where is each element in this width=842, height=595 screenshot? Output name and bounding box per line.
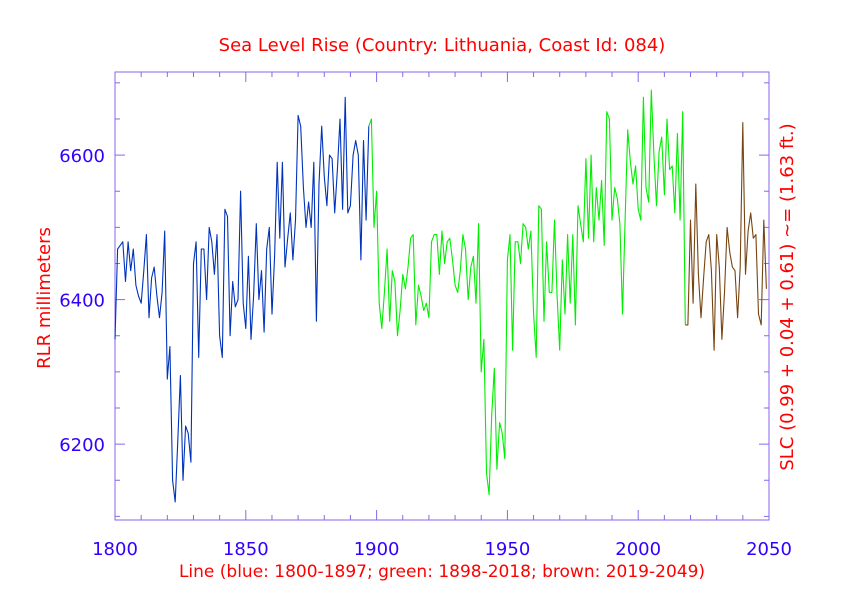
- y-axis-label: RLR millimeters: [34, 227, 55, 369]
- right-axis-label: SLC (0.99 + 0.04 + 0.61) ~= (1.63 ft.): [777, 123, 798, 470]
- series-line-green: [368, 89, 686, 496]
- x-tick-label: 1950: [484, 539, 530, 560]
- x-tick-label: 2000: [615, 539, 661, 560]
- series-line-brown: [685, 122, 767, 351]
- y-tick-label: 6400: [59, 291, 105, 312]
- x-axis-caption: Line (blue: 1800-1897; green: 1898-2018;…: [179, 562, 705, 582]
- x-tick-label: 1900: [354, 539, 400, 560]
- series-line-blue: [114, 96, 370, 503]
- plot-frame: [114, 71, 770, 521]
- y-axis-ticks: 6200 6400 6600: [59, 82, 769, 517]
- series-layer: [114, 89, 767, 503]
- x-tick-label: 1800: [92, 539, 138, 560]
- x-axis-ticks: 1800 1850 1900 1950 2000 2050: [92, 72, 792, 560]
- x-tick-label: 2050: [746, 539, 792, 560]
- y-tick-label: 6600: [59, 146, 105, 167]
- x-tick-label: 1850: [223, 539, 269, 560]
- y-tick-label: 6200: [59, 435, 105, 456]
- chart-title: Sea Level Rise (Country: Lithuania, Coas…: [219, 35, 666, 56]
